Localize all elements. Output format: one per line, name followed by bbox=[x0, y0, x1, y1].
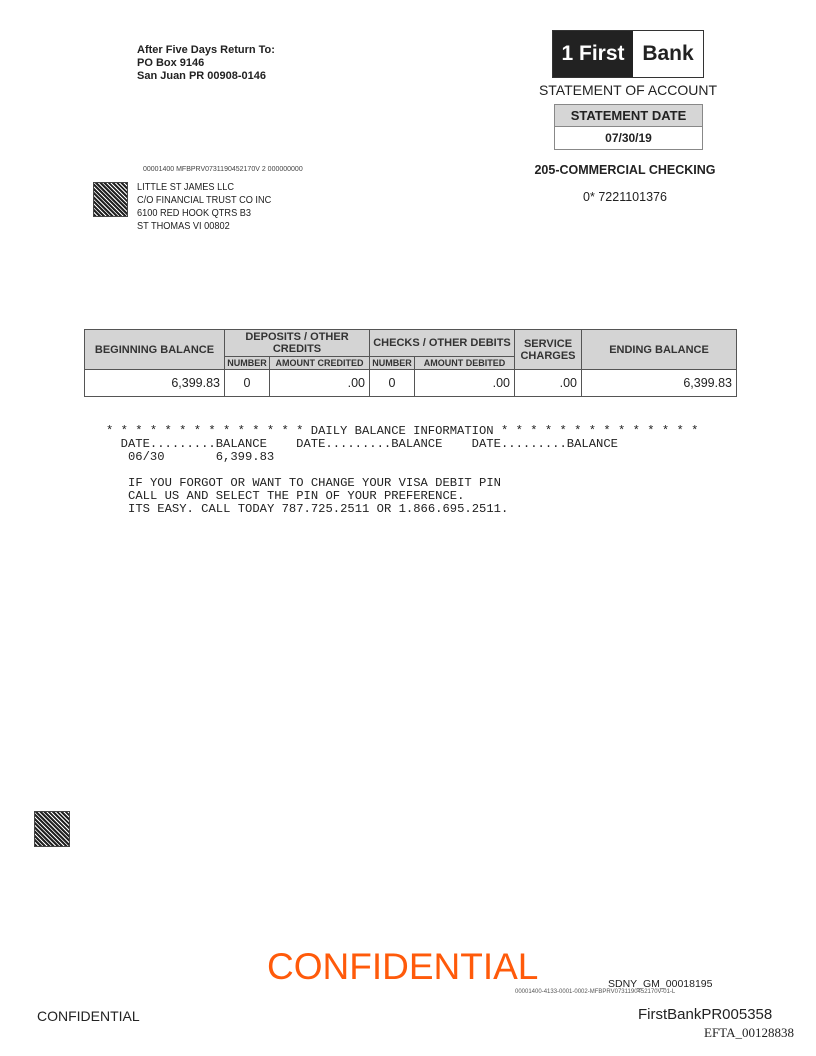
return-line: PO Box 9146 bbox=[137, 57, 205, 69]
return-line: San Juan PR 00908-0146 bbox=[137, 70, 267, 82]
statement-date-label: STATEMENT DATE bbox=[555, 105, 702, 127]
confidential-stamp: CONFIDENTIAL bbox=[267, 946, 539, 987]
message-line: IF YOU FORGOT OR WANT TO CHANGE YOUR VIS… bbox=[128, 476, 501, 490]
message-line: CALL US AND SELECT THE PIN OF YOUR PREFE… bbox=[128, 489, 465, 503]
confidential-label: CONFIDENTIAL bbox=[37, 1008, 140, 1024]
header-service-charges: SERVICE CHARGES bbox=[514, 329, 582, 370]
header-beginning-balance: BEGINNING BALANCE bbox=[84, 329, 225, 370]
deposit-number: 0 bbox=[224, 369, 270, 397]
ending-balance: 6,399.83 bbox=[581, 369, 737, 397]
message-line: ITS EASY. CALL TODAY 787.725.2511 OR 1.8… bbox=[128, 502, 509, 516]
bates-number: SDNY_GM_00018195 bbox=[608, 978, 713, 990]
header-amount-debited: AMOUNT DEBITED bbox=[414, 356, 515, 370]
document-code: 00001400-4133-0001-0002-MFBPRV0731190452… bbox=[515, 989, 676, 995]
barcode-icon bbox=[93, 182, 128, 217]
daily-balance-header: DATE.........BALANCE DATE.........BALANC… bbox=[106, 437, 618, 451]
return-line: After Five Days Return To: bbox=[137, 44, 275, 56]
check-number: 0 bbox=[369, 369, 415, 397]
account-number: 0* 7221101376 bbox=[583, 190, 667, 204]
recipient-address: LITTLE ST JAMES LLC C/O FINANCIAL TRUST … bbox=[137, 181, 271, 233]
address-line: 6100 RED HOOK QTRS B3 bbox=[137, 208, 252, 219]
statement-title: STATEMENT OF ACCOUNT bbox=[538, 82, 718, 98]
address-line: C/O FINANCIAL TRUST CO INC bbox=[137, 195, 272, 206]
header-checks: CHECKS / OTHER DEBITS bbox=[369, 329, 515, 357]
logo-part1: 1 First bbox=[553, 31, 633, 77]
table-row: 6,399.83 0 .00 0 .00 .00 6,399.83 bbox=[84, 369, 737, 397]
header-check-number: NUMBER bbox=[369, 356, 415, 370]
barcode-icon bbox=[34, 811, 70, 847]
daily-balance-row: 06/30 6,399.83 bbox=[106, 450, 275, 464]
header-ending-balance: ENDING BALANCE bbox=[581, 329, 737, 370]
amount-debited: .00 bbox=[414, 369, 515, 397]
account-summary-table: BEGINNING BALANCE DEPOSITS / OTHER CREDI… bbox=[84, 329, 737, 397]
statement-date-value: 07/30/19 bbox=[605, 131, 652, 145]
account-type: 205-COMMERCIAL CHECKING bbox=[534, 163, 716, 177]
daily-balance-title: * * * * * * * * * * * * * * DAILY BALANC… bbox=[106, 424, 699, 438]
mail-code: 00001400 MFBPRV0731190452170V 2 00000000… bbox=[143, 166, 303, 173]
return-address: After Five Days Return To: PO Box 9146 S… bbox=[137, 44, 275, 83]
service-charges: .00 bbox=[514, 369, 582, 397]
logo-part2: Bank bbox=[642, 42, 694, 65]
amount-credited: .00 bbox=[269, 369, 370, 397]
firstbank-logo: 1 First Bank bbox=[552, 30, 704, 78]
header-amount-credited: AMOUNT CREDITED bbox=[269, 356, 370, 370]
beginning-balance: 6,399.83 bbox=[84, 369, 225, 397]
address-line: LITTLE ST JAMES LLC bbox=[137, 182, 234, 193]
header-deposit-number: NUMBER bbox=[224, 356, 270, 370]
header-deposits: DEPOSITS / OTHER CREDITS bbox=[224, 329, 370, 357]
address-line: ST THOMAS VI 00802 bbox=[137, 221, 230, 232]
statement-date-box: STATEMENT DATE 07/30/19 bbox=[554, 104, 703, 150]
efta-id: EFTA_00128838 bbox=[704, 1025, 794, 1040]
firstbank-id: FirstBankPR005358 bbox=[638, 1006, 773, 1023]
